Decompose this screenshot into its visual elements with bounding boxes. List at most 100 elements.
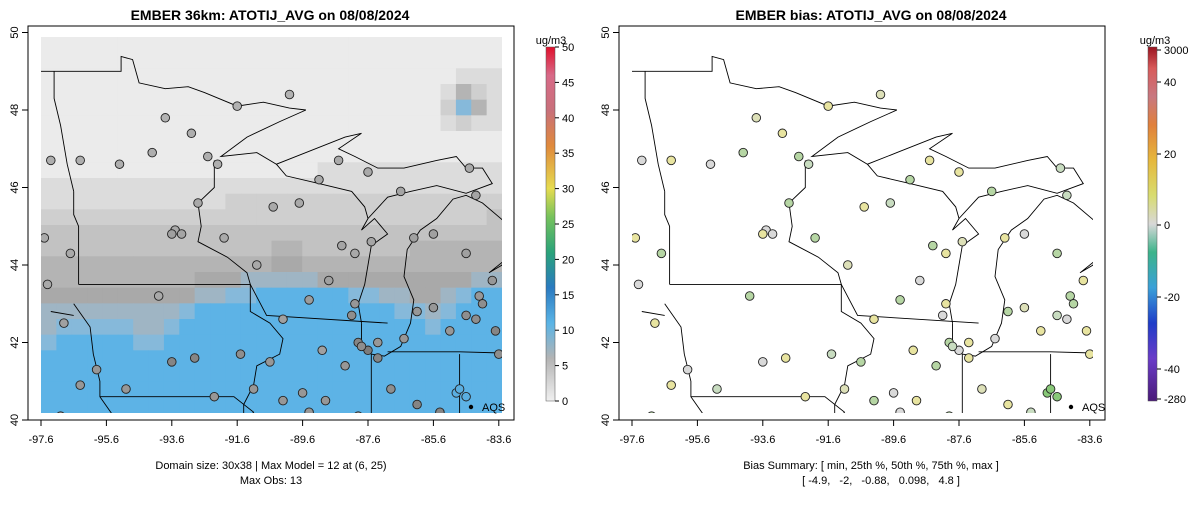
field-cell	[286, 287, 303, 304]
state-boundaries	[41, 55, 502, 413]
field-cell	[471, 256, 488, 273]
field-cell	[440, 178, 457, 195]
station-marker	[219, 233, 229, 243]
field-cell	[286, 303, 303, 320]
field-cell	[348, 225, 365, 242]
left-colorbar-tick-label: 10	[562, 325, 574, 337]
station-marker	[346, 310, 357, 321]
bias-station-marker	[1108, 300, 1117, 309]
field-cell	[256, 272, 273, 289]
right-colorbar-unit: ug/m3	[1140, 35, 1171, 47]
left-boundary-line	[53, 71, 75, 192]
station-marker	[232, 101, 242, 111]
bias-station-marker	[986, 186, 997, 197]
bias-station-marker	[1095, 323, 1104, 332]
bias-station-marker	[1062, 190, 1072, 201]
field-cell	[286, 272, 303, 289]
field-cell	[332, 99, 349, 116]
field-cell	[471, 381, 488, 398]
field-cell	[425, 52, 442, 69]
field-cell	[210, 52, 226, 69]
station-marker	[121, 384, 131, 394]
bias-station-marker	[941, 299, 951, 309]
field-cell	[102, 209, 119, 226]
field-cell	[210, 334, 226, 351]
field-cell	[194, 319, 211, 336]
field-cell	[332, 178, 349, 195]
field-cell	[71, 225, 88, 242]
field-cell	[455, 131, 472, 148]
field-cell	[302, 37, 319, 54]
field-cell	[225, 52, 242, 69]
field-cell	[163, 287, 180, 304]
field-cell	[379, 272, 396, 289]
station-marker	[517, 300, 526, 309]
field-cell	[455, 68, 472, 85]
field-cell	[133, 272, 150, 289]
right-y-tick-label: 40	[600, 414, 612, 426]
field-cell	[486, 287, 502, 304]
station-marker	[265, 357, 275, 367]
field-cell	[486, 84, 502, 101]
field-cell	[425, 209, 442, 226]
field-cell	[348, 115, 365, 132]
field-cell	[225, 272, 242, 289]
field-cell	[455, 225, 472, 242]
field-cell	[256, 397, 273, 413]
field-cell	[87, 240, 104, 257]
field-cell	[363, 193, 380, 210]
field-cell	[302, 68, 319, 85]
field-cell	[87, 209, 104, 226]
field-cell	[394, 350, 411, 367]
field-cell	[440, 52, 457, 69]
right-colorbar-ticks: 3000 40 20 0 -20 -40 -280	[1157, 45, 1188, 406]
field-cell	[87, 162, 104, 179]
field-cell	[163, 319, 180, 336]
station-marker	[511, 330, 520, 339]
field-cell	[194, 131, 211, 148]
field-cell	[332, 209, 349, 226]
field-cell	[348, 162, 365, 179]
station-marker	[504, 323, 513, 332]
field-cell	[471, 115, 488, 132]
station-marker	[373, 353, 383, 363]
field-cell	[363, 272, 380, 289]
field-cell	[379, 334, 396, 351]
field-cell	[56, 162, 73, 179]
field-cell	[379, 162, 396, 179]
field-cell	[317, 303, 334, 320]
field-cell	[87, 350, 104, 367]
station-marker	[428, 229, 439, 239]
bias-station-marker	[947, 341, 958, 352]
field-cell	[271, 366, 288, 383]
field-cell	[133, 287, 150, 304]
field-cell	[363, 99, 380, 116]
field-cell	[256, 68, 273, 85]
bias-station-marker	[931, 361, 941, 371]
station-marker	[209, 391, 220, 402]
right-boundary-line	[834, 284, 875, 413]
field-cell	[179, 319, 196, 336]
field-cell	[425, 319, 442, 336]
field-cell	[332, 193, 349, 210]
field-cell	[471, 272, 488, 289]
field-cell	[102, 146, 119, 163]
bias-station-marker	[875, 89, 886, 100]
field-cell	[194, 303, 211, 320]
field-cell	[317, 256, 334, 273]
field-cell	[379, 193, 396, 210]
field-cell	[440, 366, 457, 383]
bias-station-marker	[1052, 391, 1062, 402]
field-cell	[286, 240, 303, 257]
field-cell	[225, 193, 242, 210]
field-cell	[41, 84, 57, 101]
station-marker	[167, 357, 177, 367]
field-cell	[348, 256, 365, 273]
field-cell	[471, 209, 488, 226]
field-cell	[302, 99, 319, 116]
field-cell	[486, 366, 502, 383]
bias-station-marker	[758, 229, 768, 239]
field-cell	[194, 397, 211, 413]
field-cell	[240, 131, 257, 148]
field-cell	[41, 131, 57, 148]
